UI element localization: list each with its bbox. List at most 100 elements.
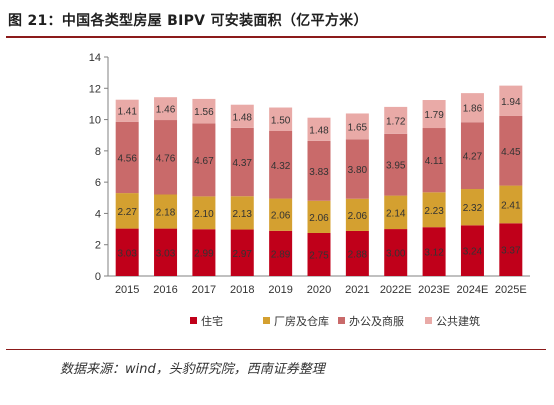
bar-segment	[460, 225, 484, 276]
data-label: 4.11	[425, 156, 444, 167]
bar-segment	[499, 185, 523, 224]
bar-segment	[345, 230, 369, 276]
bar-segment	[192, 123, 216, 197]
bar-segment	[230, 127, 254, 197]
data-label: 2.06	[309, 213, 329, 224]
bar-segment	[499, 223, 523, 276]
data-label: 3.03	[117, 248, 137, 259]
bar-segment	[307, 140, 331, 201]
data-label: 3.12	[424, 248, 444, 259]
data-label: 4.76	[156, 153, 176, 164]
data-label: 1.72	[386, 116, 406, 127]
data-label: 1.50	[271, 115, 291, 126]
data-label: 2.06	[348, 211, 368, 222]
data-label: 2.18	[156, 208, 176, 219]
bar-segment	[384, 195, 408, 230]
data-label: 2.06	[271, 211, 291, 222]
data-label: 1.65	[348, 122, 368, 133]
data-label: 4.56	[117, 153, 137, 164]
title-rule	[6, 36, 546, 38]
x-tick-label: 2015	[115, 284, 139, 296]
bar-segment	[192, 229, 216, 276]
bar-segment	[230, 196, 254, 230]
x-tick-label: 2020	[307, 284, 331, 296]
bar-segment	[230, 104, 254, 128]
y-tick-label: 10	[89, 115, 101, 127]
bar-segment	[460, 93, 484, 123]
figure-title: 图 21：中国各类型房屋 BIPV 可安装面积（亿平方米）	[8, 13, 368, 29]
bar-segment	[422, 128, 446, 193]
y-tick-label: 4	[95, 208, 101, 220]
data-label: 2.97	[233, 249, 253, 260]
data-label: 2.88	[348, 249, 368, 260]
bar-segment	[192, 196, 216, 230]
data-label: 4.37	[233, 158, 253, 169]
y-tick-label: 6	[95, 177, 101, 189]
bar-segment	[154, 194, 178, 229]
data-label: 4.67	[194, 156, 214, 167]
source-note: 数据来源：wind，头豹研究院，西南证券整理	[60, 362, 325, 377]
y-tick-label: 12	[89, 83, 101, 95]
data-label: 3.95	[386, 161, 406, 172]
bar-segment	[384, 133, 408, 196]
x-tick-label: 2018	[230, 284, 254, 296]
y-tick-label: 0	[95, 271, 101, 283]
data-label: 4.32	[271, 161, 291, 172]
data-label: 1.46	[156, 105, 176, 116]
data-label: 1.41	[117, 107, 137, 118]
bar-segment	[307, 232, 331, 276]
x-tick-label: 2019	[268, 284, 292, 296]
x-tick-label: 2017	[192, 284, 216, 296]
data-label: 4.27	[463, 152, 483, 163]
x-tick-label: 2021	[345, 284, 369, 296]
bar-segment	[115, 228, 139, 276]
bar-segment	[422, 100, 446, 129]
x-tick-label: 2022E	[380, 284, 412, 296]
data-label: 2.99	[194, 249, 214, 260]
bar-segment	[269, 230, 293, 276]
legend-label: 住宅	[201, 314, 223, 328]
bar-segment	[115, 99, 139, 122]
bar-segment	[154, 120, 178, 195]
data-label: 1.48	[233, 112, 253, 123]
data-label: 2.27	[117, 207, 137, 218]
bar-segment	[307, 117, 331, 141]
bar-segment	[192, 98, 216, 124]
data-label: 3.37	[501, 246, 521, 257]
bar-segment	[307, 200, 331, 233]
data-label: 2.23	[424, 206, 444, 217]
x-tick-label: 2025E	[495, 284, 527, 296]
data-label: 2.41	[501, 200, 521, 211]
legend-label: 公共建筑	[436, 314, 480, 328]
bar-segment	[269, 130, 293, 199]
legend-swatch	[425, 317, 432, 324]
bar-segment	[499, 85, 523, 116]
data-label: 2.14	[386, 208, 406, 219]
bar-segment	[269, 198, 293, 231]
data-label: 1.48	[309, 125, 329, 136]
bar-segment	[422, 192, 446, 228]
bar-segment	[384, 106, 408, 134]
bar-segment	[115, 121, 139, 194]
bar-segment	[345, 139, 369, 199]
data-label: 3.03	[156, 248, 176, 259]
data-label: 1.86	[463, 104, 483, 115]
x-tick-label: 2024E	[457, 284, 489, 296]
legend-swatch	[190, 317, 197, 324]
data-label: 2.89	[271, 249, 291, 260]
data-label: 3.83	[309, 167, 329, 178]
source-rule	[6, 349, 546, 350]
y-tick-label: 14	[89, 52, 101, 64]
bar-segment	[460, 122, 484, 190]
data-label: 3.00	[386, 249, 406, 260]
data-label: 2.32	[463, 203, 483, 214]
data-label: 4.45	[501, 147, 521, 158]
data-label: 1.56	[194, 107, 214, 118]
y-tick-label: 8	[95, 146, 101, 158]
data-label: 3.24	[463, 247, 483, 258]
bar-segment	[230, 229, 254, 276]
stacked-bar-chart: 0 2 4 6 8 10 12 14 3.03 2.27 4.56 1.41 2015 3.03 2.18 4…	[89, 52, 530, 328]
bar-segment	[345, 113, 369, 140]
data-label: 1.79	[424, 110, 444, 121]
data-label: 2.75	[309, 250, 329, 261]
